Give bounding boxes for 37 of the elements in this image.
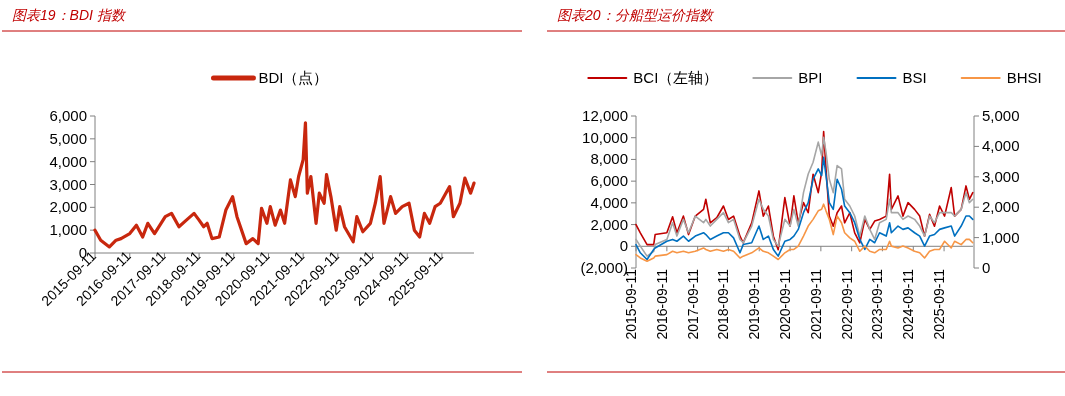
x-tick-label: 2020-09-11 xyxy=(777,268,794,340)
y2-tick-label: 4,000 xyxy=(982,137,1020,155)
y-tick-label: 10,000 xyxy=(582,128,628,146)
y-tick-label: 2,000 xyxy=(49,198,87,216)
y-tick-label: 1,000 xyxy=(49,221,87,239)
line-series xyxy=(93,121,476,249)
x-tick-label: 2021-09-11 xyxy=(807,268,824,340)
chart-title: 图表20：分船型运价指数 xyxy=(557,7,715,23)
y-tick-label: 3,000 xyxy=(49,175,87,193)
legend-label: BCI（左轴） xyxy=(633,69,719,86)
x-tick-label: 2018-09-11 xyxy=(715,268,732,340)
y-tick-label: 5,000 xyxy=(49,129,87,147)
x-tick-label: 2025-09-11 xyxy=(931,268,948,340)
legend-label: BHSI xyxy=(1006,69,1042,86)
x-tick-label: 2017-09-11 xyxy=(684,268,701,340)
y-tick-label: 4,000 xyxy=(49,152,87,170)
x-tick-label: 2019-09-11 xyxy=(746,268,763,340)
y2-tick-label: 3,000 xyxy=(982,167,1020,185)
x-tick-label: 2024-09-11 xyxy=(900,268,917,340)
x-tick-label: 2016-09-11 xyxy=(653,268,670,340)
y-tick-label: 2,000 xyxy=(590,215,628,233)
chart-title: 图表19：BDI 指数 xyxy=(12,7,127,23)
y-tick-label: 6,000 xyxy=(590,172,628,190)
x-tick-label: 2022-09-11 xyxy=(838,268,855,340)
y-tick-label: 0 xyxy=(619,237,628,255)
y2-tick-label: 1,000 xyxy=(982,228,1020,246)
legend-label: BDI（点） xyxy=(258,69,329,86)
y2-tick-label: 2,000 xyxy=(982,198,1020,216)
legend-label: BSI xyxy=(902,69,927,86)
y2-tick-label: 5,000 xyxy=(982,107,1020,124)
x-tick-label: 2023-09-11 xyxy=(869,268,886,340)
y-tick-label: 12,000 xyxy=(582,107,628,124)
y-tick-label: 8,000 xyxy=(590,150,628,168)
y-tick-label: 6,000 xyxy=(49,107,87,124)
legend-label: BPI xyxy=(798,69,823,86)
y-tick-label: 4,000 xyxy=(590,193,628,211)
y2-tick-label: 0 xyxy=(982,259,991,276)
